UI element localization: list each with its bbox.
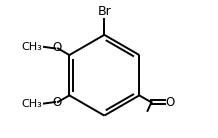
Text: O: O <box>166 96 175 109</box>
Text: O: O <box>53 41 62 54</box>
Text: Br: Br <box>97 5 111 18</box>
Text: O: O <box>53 96 62 109</box>
Text: CH₃: CH₃ <box>22 99 43 109</box>
Text: CH₃: CH₃ <box>22 42 43 52</box>
